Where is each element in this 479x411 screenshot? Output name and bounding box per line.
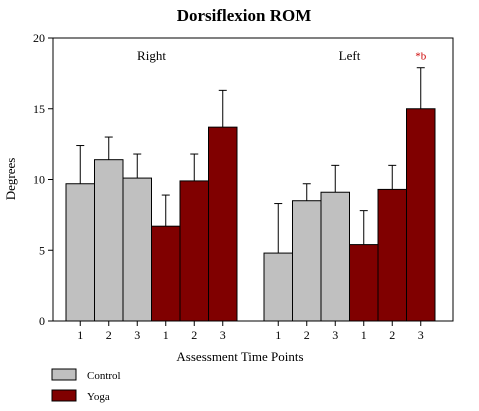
y-tick-label: 20 xyxy=(33,31,45,45)
x-axis-ticks: 1 2 3 1 2 3 1 2 3 1 2 3 xyxy=(77,321,424,342)
x-tick-label: 1 xyxy=(275,328,281,342)
bar-left-yoga-3 xyxy=(406,108,436,322)
x-tick-label: 2 xyxy=(389,328,395,342)
significance-annotation: *b xyxy=(415,51,427,63)
x-tick-label: 2 xyxy=(106,328,112,342)
legend-swatch-yoga xyxy=(51,389,77,402)
legend-label-control: Control xyxy=(87,370,121,382)
x-tick-label: 2 xyxy=(191,328,197,342)
y-tick-label: 0 xyxy=(39,314,45,328)
y-tick-label: 5 xyxy=(39,243,45,257)
x-tick-label: 1 xyxy=(163,328,169,342)
legend-swatch-control xyxy=(51,368,77,381)
bar-right-control-1 xyxy=(65,183,95,322)
bar-left-control-2 xyxy=(292,200,322,322)
bar-right-control-2 xyxy=(94,159,124,322)
bar-left-control-1 xyxy=(263,252,293,322)
x-tick-label: 3 xyxy=(332,328,338,342)
legend-label-yoga: Yoga xyxy=(87,391,110,403)
bars-layer xyxy=(65,108,436,322)
chart-title: Dorsiflexion ROM xyxy=(177,6,312,25)
bar-left-yoga-2 xyxy=(377,188,407,322)
x-tick-label: 3 xyxy=(134,328,140,342)
y-axis-ticks: 0 5 10 15 20 xyxy=(33,31,53,328)
bar-right-yoga-2 xyxy=(179,180,209,322)
annotations-layer: *b xyxy=(415,51,427,63)
bar-left-control-3 xyxy=(320,191,350,322)
y-axis-label: Degrees xyxy=(3,158,18,201)
group-labels: Right Left xyxy=(137,48,361,63)
group-label-left: Left xyxy=(339,48,361,63)
y-tick-label: 15 xyxy=(33,102,45,116)
x-tick-label: 1 xyxy=(361,328,367,342)
bar-right-yoga-1 xyxy=(151,225,181,322)
x-tick-label: 2 xyxy=(304,328,310,342)
bar-left-yoga-1 xyxy=(349,244,379,322)
y-tick-label: 10 xyxy=(33,173,45,187)
bar-right-control-3 xyxy=(122,177,152,322)
x-tick-label: 1 xyxy=(77,328,83,342)
x-tick-label: 3 xyxy=(418,328,424,342)
error-bars-layer xyxy=(76,67,425,254)
bar-right-yoga-3 xyxy=(208,126,238,322)
legend: Control Yoga xyxy=(51,368,121,403)
x-tick-label: 3 xyxy=(220,328,226,342)
group-label-right: Right xyxy=(137,48,166,63)
x-axis-label: Assessment Time Points xyxy=(176,349,303,364)
